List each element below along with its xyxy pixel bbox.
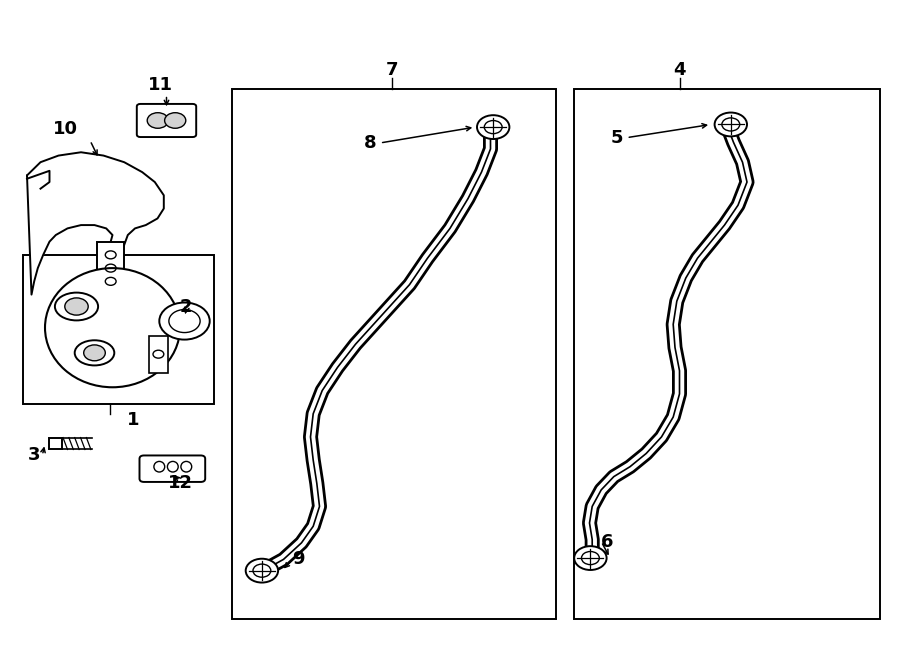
Bar [22, 255, 214, 404]
Text: 9: 9 [292, 550, 305, 569]
Text: 8: 8 [364, 134, 376, 152]
Text: 4: 4 [673, 60, 686, 79]
Text: 3: 3 [28, 446, 40, 465]
Ellipse shape [75, 340, 114, 365]
Text: 7: 7 [385, 60, 398, 79]
Bar [232, 89, 556, 619]
Circle shape [148, 113, 168, 128]
Circle shape [715, 113, 747, 136]
Ellipse shape [45, 268, 180, 387]
Circle shape [159, 303, 210, 340]
Bar [574, 89, 880, 619]
Bar [97, 242, 124, 301]
Circle shape [84, 345, 105, 361]
Text: 12: 12 [167, 474, 193, 493]
FancyBboxPatch shape [137, 104, 196, 137]
FancyBboxPatch shape [140, 455, 205, 482]
Text: 11: 11 [148, 75, 173, 94]
Circle shape [246, 559, 278, 583]
Text: 6: 6 [601, 532, 614, 551]
Text: 10: 10 [53, 120, 78, 138]
Text: 5: 5 [610, 128, 623, 147]
Circle shape [165, 113, 185, 128]
Circle shape [477, 115, 509, 139]
Circle shape [574, 546, 607, 570]
Polygon shape [27, 152, 164, 301]
Text: 1: 1 [127, 411, 140, 430]
Text: 2: 2 [180, 297, 193, 316]
Circle shape [65, 298, 88, 315]
Bar [49, 438, 62, 449]
Ellipse shape [55, 293, 98, 320]
Bar [148, 336, 168, 373]
